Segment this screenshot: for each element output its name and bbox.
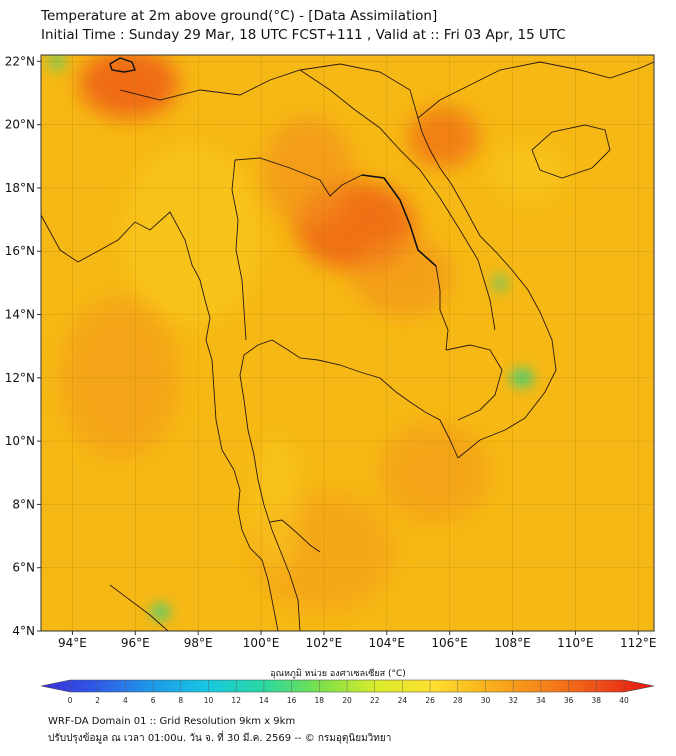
colorbar-tick-label: 16	[287, 696, 297, 705]
map-title: Temperature at 2m above ground(°C) - [Da…	[41, 8, 438, 24]
border-china	[119, 63, 419, 119]
latitude-tick-label: 14°N	[5, 308, 35, 322]
colorbar-label: อุณหภูมิ หน่วย องศาเซลเซียส (°C)	[270, 669, 406, 679]
latitude-tick-label: 4°N	[12, 624, 35, 638]
colorbar-tick-label: 40	[619, 696, 629, 705]
country-borders	[41, 61, 654, 631]
coastline-hainan	[531, 124, 611, 179]
longitude-tick-label: 96°E	[121, 636, 150, 650]
colorbar-tick-label: 10	[204, 696, 214, 705]
contour-40c	[109, 57, 136, 73]
colorbar-tick-label: 20	[342, 696, 352, 705]
footer-update-info: ปรับปรุงข้อมูล ณ เวลา 01:00u. วัน จ. ที่…	[48, 733, 392, 744]
colorbar-tick-label: 38	[592, 696, 602, 705]
colorbar-tick-label: 14	[259, 696, 269, 705]
latitude-tick-label: 18°N	[5, 181, 35, 195]
temperature-region	[352, 236, 453, 317]
coastline-gulf-of-thailand	[239, 339, 459, 631]
temperature-region	[488, 142, 569, 203]
colorbar-tick-label: 26	[425, 696, 435, 705]
latitude-tick-label: 16°N	[5, 244, 35, 258]
temperature-map: 94°E 96°E 98°E 100°E 102°E 104°E 106°E 108°E 110…	[5, 54, 657, 650]
longitude-tick-label: 110°E	[557, 636, 594, 650]
longitude-tick-label: 100°E	[243, 636, 280, 650]
coastline-vietnam-east	[417, 61, 654, 459]
longitude-tick-label: 104°E	[369, 636, 406, 650]
colorbar-tick-label: 12	[231, 696, 241, 705]
colorbar-tick-label: 0	[68, 696, 73, 705]
colorbar-tick-label: 34	[536, 696, 546, 705]
temperature-region	[491, 272, 508, 293]
longitude-tick-label: 108°E	[494, 636, 531, 650]
lat-lon-grid	[41, 55, 654, 631]
latitude-tick-label: 10°N	[5, 434, 35, 448]
colorbar-tick-label: 6	[151, 696, 156, 705]
temperature-region	[79, 55, 180, 119]
map-subtitle: Initial Time : Sunday 29 Mar, 18 UTC FCS…	[41, 27, 566, 43]
latitude-tick-label: 20°N	[5, 118, 35, 132]
temperature-region	[263, 117, 354, 228]
longitude-tick-label: 98°E	[184, 636, 213, 650]
temperature-region	[150, 603, 171, 622]
latitude-tick-label: 12°N	[5, 371, 35, 385]
colorbar-tick-label: 8	[178, 696, 183, 705]
temperature-region	[46, 55, 67, 72]
temperature-region	[121, 145, 262, 326]
colorbar-tick-label: 18	[315, 696, 325, 705]
temperature-colorbar: 0 2 4 6 8 10 12 14 16 18 20 22 24 26 28 30 32 34 36 38 40	[40, 679, 655, 705]
latitude-tick-label: 8°N	[12, 497, 35, 511]
map-plot-area	[41, 55, 654, 631]
longitude-tick-label: 106°E	[431, 636, 468, 650]
longitude-tick-label: 102°E	[306, 636, 343, 650]
coastline-sumatra	[109, 584, 169, 631]
longitude-ticks: 94°E 96°E 98°E 100°E 102°E 104°E 106°E 108°E 110…	[58, 631, 657, 650]
temperature-region	[408, 107, 479, 168]
latitude-tick-label: 6°N	[12, 561, 35, 575]
colorbar-tick-label: 24	[398, 696, 408, 705]
colorbar-tick-label: 22	[370, 696, 380, 705]
longitude-tick-label: 94°E	[58, 636, 87, 650]
colorbar-tick-label: 2	[95, 696, 100, 705]
temperature-region	[378, 422, 489, 523]
latitude-tick-label: 22°N	[5, 54, 35, 68]
footer-model-info: WRF-DA Domain 01 :: Grid Resolution 9km …	[48, 716, 296, 727]
temperature-field	[46, 55, 569, 622]
border-cambodia-vietnam	[445, 344, 503, 421]
colorbar-tick-label: 4	[123, 696, 128, 705]
border-malaysia-thailand	[269, 519, 321, 553]
coastline-myanmar-thailand-west	[41, 211, 279, 631]
colorbar-ticks: 0 2 4 6 8 10 12 14 16 18 20 22 24 26 28 30 32 34 36 38 40	[68, 680, 629, 705]
map-frame	[40, 54, 655, 632]
colorbar-tick-label: 36	[564, 696, 574, 705]
border-myanmar-thailand	[231, 159, 247, 341]
colorbar-tick-label: 30	[481, 696, 491, 705]
border-laos-vietnam	[299, 69, 496, 331]
colorbar-bar	[40, 679, 655, 693]
contour-laos-thailand	[361, 174, 437, 267]
longitude-tick-label: 112°E	[620, 636, 657, 650]
colorbar-tick-label: 32	[508, 696, 518, 705]
latitude-ticks: 22°N 20°N 18°N 16°N 14°N 12°N 10°N 8°N 6°N 4°N	[5, 54, 41, 638]
colorbar-tick-label: 28	[453, 696, 463, 705]
